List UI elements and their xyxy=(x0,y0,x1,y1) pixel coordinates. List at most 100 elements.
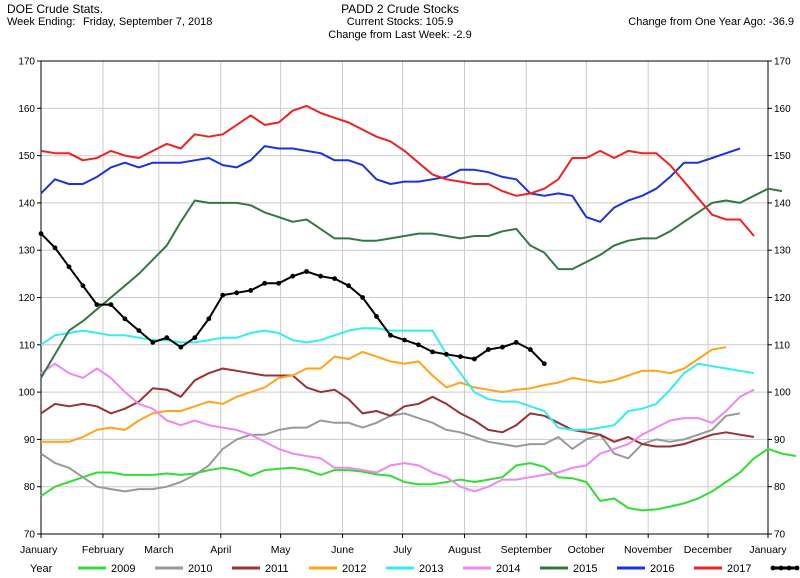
legend-title: Year xyxy=(30,563,53,575)
point-2018 xyxy=(500,344,505,350)
month-label: January xyxy=(749,544,787,556)
y-tick-label: 110 xyxy=(19,340,35,351)
series-line-2014 xyxy=(40,362,755,493)
point-2018 xyxy=(346,283,351,289)
point-2018 xyxy=(108,302,114,307)
y-tick-label-right: 100 xyxy=(774,388,791,399)
y-tick-label-right: 110 xyxy=(774,340,790,351)
current-stocks: Current Stocks: 105.9 xyxy=(346,16,454,28)
legend-label-2012: 2012 xyxy=(342,563,366,575)
y-tick-label: 100 xyxy=(18,388,35,399)
point-2018 xyxy=(220,292,226,298)
y-tick-label: 160 xyxy=(18,104,35,115)
y-tick-label: 80 xyxy=(24,482,36,493)
y-tick-label: 150 xyxy=(18,151,35,162)
legend-marker-2018 xyxy=(778,565,784,571)
legend-marker-2018 xyxy=(794,565,800,571)
point-2018 xyxy=(318,273,323,279)
y-tick-label-right: 160 xyxy=(774,104,791,115)
point-2018 xyxy=(178,344,184,350)
point-2018 xyxy=(472,356,477,362)
point-2018 xyxy=(360,295,365,300)
point-2018 xyxy=(416,342,421,348)
y-tick-label-right: 130 xyxy=(774,246,791,257)
point-2018 xyxy=(192,335,198,341)
point-2018 xyxy=(486,347,491,352)
legend-label-2014: 2014 xyxy=(496,563,520,575)
point-2018 xyxy=(122,316,128,322)
month-label: October xyxy=(568,544,606,556)
series-line-2012 xyxy=(41,346,727,443)
y-tick-label: 120 xyxy=(18,293,35,304)
legend-label-2016: 2016 xyxy=(650,563,674,575)
y-tick-label: 170 xyxy=(18,57,35,68)
legend-label-2015: 2015 xyxy=(573,563,597,575)
point-2018 xyxy=(248,288,254,293)
chart-title: PADD 2 Crude Stocks xyxy=(341,2,459,16)
y-tick-label: 90 xyxy=(24,435,36,446)
point-2018 xyxy=(388,332,393,338)
change-from-last-week: Change from Last Week: -2.9 xyxy=(328,29,472,41)
series-line-2018 xyxy=(40,232,546,365)
week-ending-label: Week Ending: xyxy=(7,16,76,28)
legend-label-2010: 2010 xyxy=(188,563,212,575)
legend-label-2017: 2017 xyxy=(727,563,751,575)
y-tick-label-right: 150 xyxy=(774,151,791,162)
point-2018 xyxy=(304,269,309,274)
series-line-2017 xyxy=(40,104,755,237)
month-label: January xyxy=(20,544,58,556)
point-2018 xyxy=(276,280,282,286)
point-2018 xyxy=(527,347,533,352)
y-tick-label: 140 xyxy=(18,198,35,209)
point-2018 xyxy=(164,335,170,341)
point-2018 xyxy=(80,283,86,289)
point-2018 xyxy=(290,273,296,279)
point-2018 xyxy=(458,354,463,359)
month-label: August xyxy=(448,544,481,556)
point-2018 xyxy=(66,264,72,270)
point-2018 xyxy=(430,349,435,355)
series-lines xyxy=(38,104,797,512)
month-label: February xyxy=(82,544,125,556)
point-2018 xyxy=(444,351,449,357)
series-line-2010 xyxy=(40,412,741,493)
left-title: DOE Crude Stats. xyxy=(7,2,104,16)
point-2018 xyxy=(513,340,519,345)
point-2018 xyxy=(402,337,407,343)
point-2018 xyxy=(136,328,142,333)
y-tick-label-right: 140 xyxy=(774,198,791,209)
month-label: December xyxy=(684,544,733,556)
month-label: April xyxy=(210,544,231,556)
y-tick-label: 70 xyxy=(24,530,36,541)
y-tick-label-right: 90 xyxy=(774,435,786,446)
month-label: November xyxy=(624,544,673,556)
series-line-2009 xyxy=(40,447,797,512)
legend-marker-2018 xyxy=(770,565,776,571)
y-tick-label-right: 70 xyxy=(774,530,786,541)
week-ending-value: Friday, September 7, 2018 xyxy=(83,16,213,28)
legend-marker-2018 xyxy=(786,565,792,571)
point-2018 xyxy=(206,316,212,322)
month-label: May xyxy=(271,544,292,556)
point-2018 xyxy=(94,302,100,307)
series-line-2016 xyxy=(40,145,741,223)
point-2018 xyxy=(262,280,268,286)
y-tick-label-right: 170 xyxy=(774,57,791,68)
point-2018 xyxy=(52,245,58,251)
legend-label-2013: 2013 xyxy=(419,563,443,575)
plot-frame xyxy=(40,60,769,535)
point-2018 xyxy=(332,276,337,281)
point-2018 xyxy=(541,361,547,367)
y-tick-label-right: 120 xyxy=(774,293,791,304)
y-tick-label-right: 80 xyxy=(774,482,786,493)
change-from-one-year-ago: Change from One Year Ago: -36.9 xyxy=(628,16,794,28)
point-2018 xyxy=(38,231,44,237)
month-label: July xyxy=(393,544,412,556)
month-label: September xyxy=(501,544,553,556)
month-label: March xyxy=(144,544,173,556)
legend-label-2011: 2011 xyxy=(265,563,289,575)
point-2018 xyxy=(150,340,156,345)
point-2018 xyxy=(234,290,240,296)
axes: 70 70 80 80 90 90 100 100 110 110 120 120 130 130 140 1… xyxy=(18,57,791,557)
